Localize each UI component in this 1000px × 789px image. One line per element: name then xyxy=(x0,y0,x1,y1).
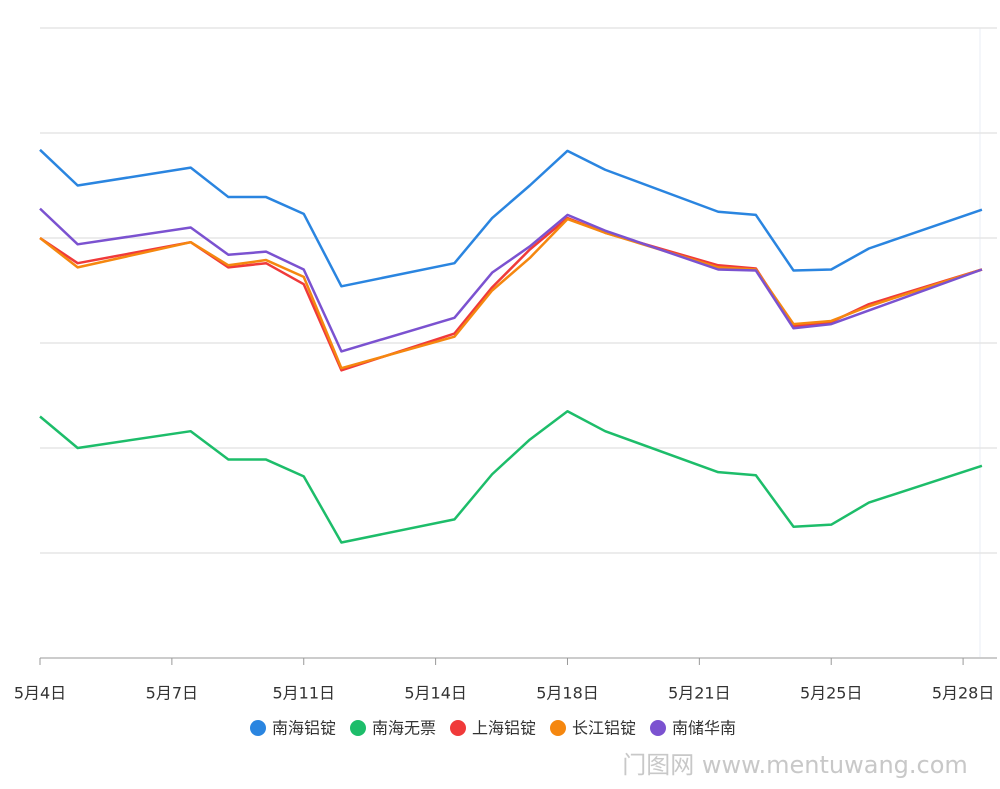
x-tick-label: 5月28日 xyxy=(932,684,995,703)
x-tick-label: 5月11日 xyxy=(272,684,335,703)
series-line xyxy=(39,217,983,370)
legend-marker xyxy=(650,720,666,736)
legend-marker xyxy=(350,720,366,736)
series-line xyxy=(39,410,983,544)
legend-marker xyxy=(550,720,566,736)
legend-label: 南储华南 xyxy=(672,719,736,738)
series-line xyxy=(39,148,983,288)
series-line xyxy=(39,216,983,372)
watermark: 门图网 www.mentuwang.com xyxy=(622,751,968,779)
legend-label: 上海铝锭 xyxy=(472,719,536,738)
legend-marker xyxy=(250,720,266,736)
legend-label: 南海无票 xyxy=(372,719,436,738)
x-tick-label: 5月4日 xyxy=(14,684,66,703)
x-tick-label: 5月18日 xyxy=(536,684,599,703)
x-tick-label: 5月7日 xyxy=(146,684,198,703)
x-tick-label: 5月21日 xyxy=(668,684,731,703)
legend-label: 南海铝锭 xyxy=(272,719,336,738)
series-line xyxy=(39,207,983,353)
legend-marker xyxy=(450,720,466,736)
x-tick-label: 5月25日 xyxy=(800,684,863,703)
x-tick-label: 5月14日 xyxy=(404,684,467,703)
legend-label: 长江铝锭 xyxy=(572,719,636,738)
